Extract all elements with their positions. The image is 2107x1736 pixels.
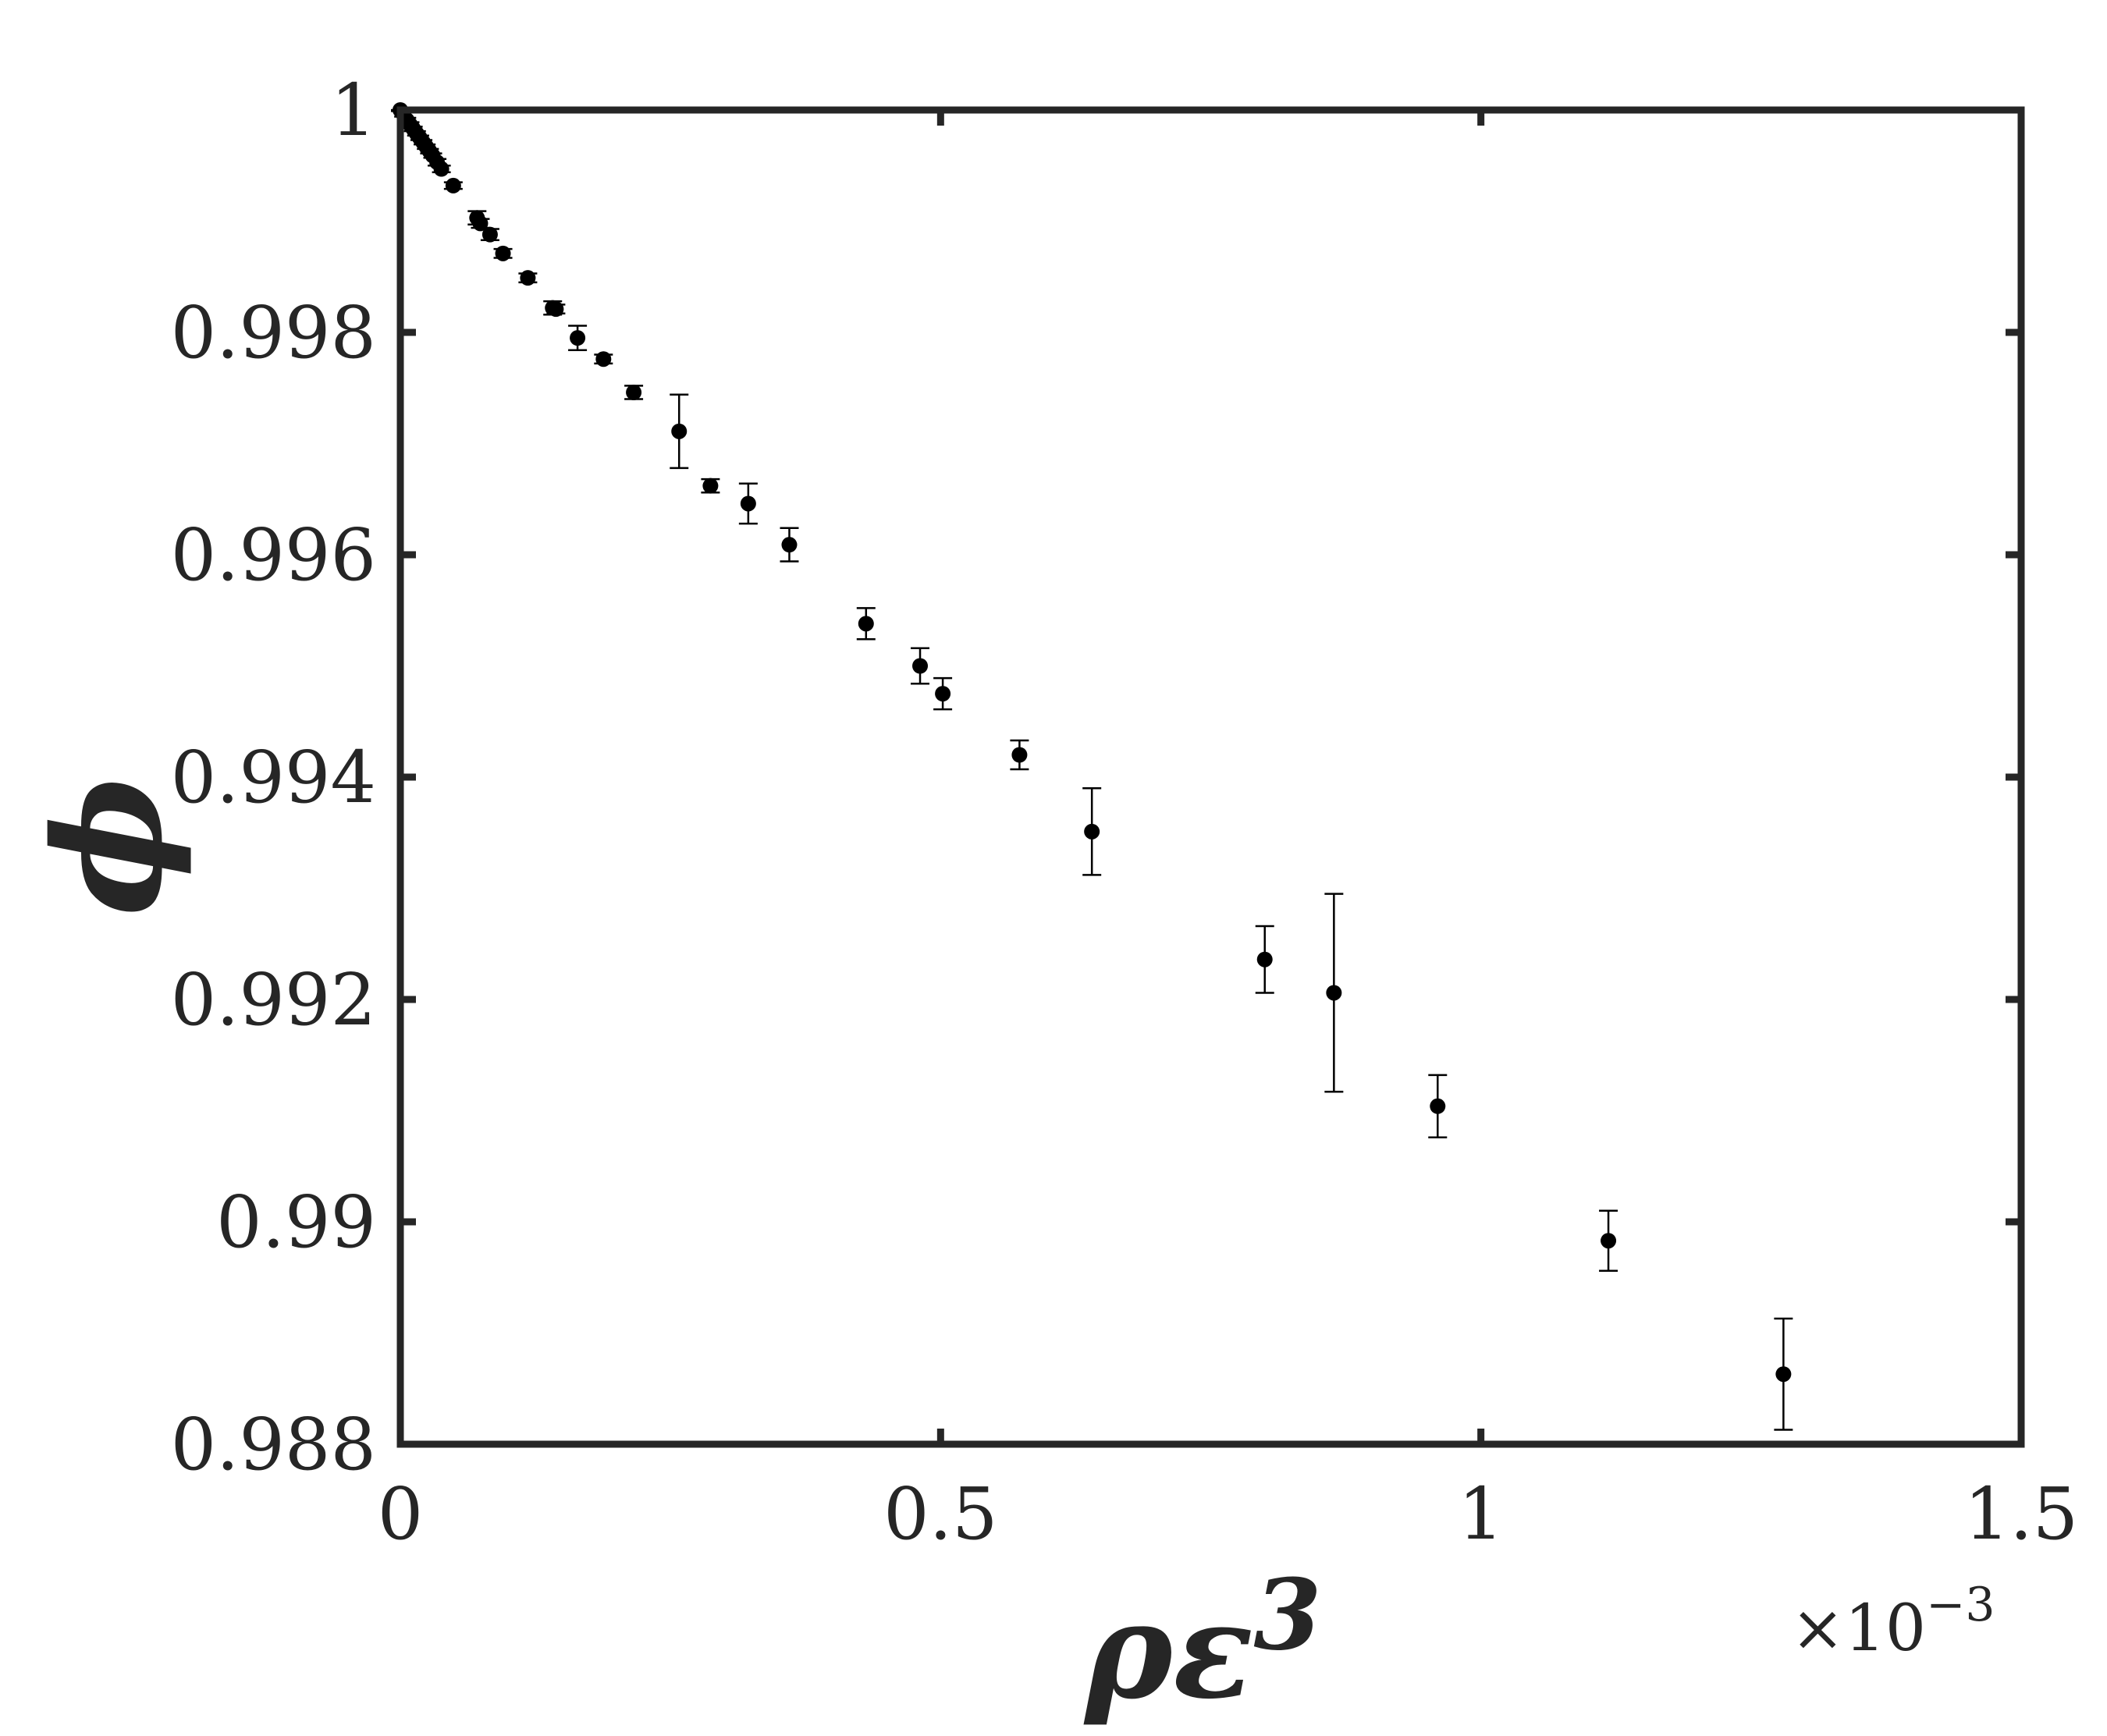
x-axis-label-main: ρε <box>1083 1573 1253 1729</box>
data-point <box>858 616 874 632</box>
y-tick-label: 0.994 <box>171 736 376 819</box>
x-axis-exponent-base: ×10 <box>1791 1592 1926 1666</box>
data-point <box>740 495 756 512</box>
x-tick-label: 1 <box>1458 1472 1504 1556</box>
data-point <box>1256 951 1273 967</box>
y-tick-label: 0.996 <box>171 513 376 597</box>
x-tick-label: 0.5 <box>883 1472 997 1556</box>
y-tick-label: 1 <box>330 69 376 152</box>
x-tick-label: 1.5 <box>1964 1472 2078 1556</box>
x-axis-exponent: ×10−3 <box>1791 1578 1995 1666</box>
data-point <box>1011 747 1028 763</box>
data-point <box>548 301 564 318</box>
data-point <box>445 177 461 193</box>
data-point <box>912 658 929 674</box>
data-point <box>495 245 511 261</box>
x-tick-labels: 0 0.5 1 1.5 <box>378 1472 2078 1556</box>
data-point <box>781 537 798 553</box>
data-point <box>595 351 612 367</box>
data-point <box>1326 985 1342 1001</box>
data-point <box>570 330 586 346</box>
data-point <box>520 270 536 286</box>
data-point <box>671 423 688 439</box>
data-point <box>702 477 719 494</box>
y-tick-label: 0.988 <box>171 1403 376 1486</box>
x-axis-label-superscript: 3 <box>1253 1558 1321 1672</box>
data-point <box>626 384 642 400</box>
data-point <box>1430 1098 1446 1114</box>
data-point <box>472 215 489 232</box>
x-tick-label: 0 <box>378 1472 424 1556</box>
data-point <box>1775 1366 1792 1383</box>
data-point <box>1601 1233 1617 1249</box>
y-tick-label: 0.99 <box>216 1180 376 1264</box>
data-point <box>433 161 449 177</box>
y-axis-label: ϕ <box>21 777 195 917</box>
y-tick-label: 0.998 <box>171 291 376 375</box>
data-point <box>1084 823 1100 840</box>
plot-frame <box>396 106 2025 1448</box>
y-tick-labels: 0.988 0.99 0.992 0.994 0.996 0.998 1 <box>171 69 376 1486</box>
y-tick-label: 0.992 <box>171 958 376 1042</box>
x-axis-label: ρε3 <box>1083 1558 1321 1729</box>
data-point <box>935 686 951 702</box>
x-axis-exponent-power: −3 <box>1926 1578 1995 1632</box>
data-point <box>481 226 498 243</box>
